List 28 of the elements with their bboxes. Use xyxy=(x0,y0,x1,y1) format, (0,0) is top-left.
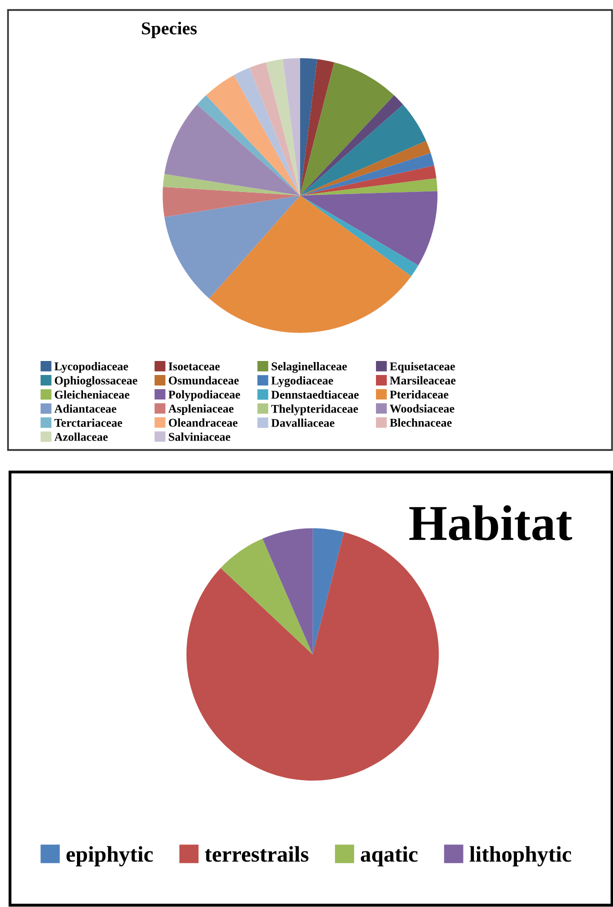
legend-label: Adiantaceae xyxy=(54,404,116,413)
legend-label: Salviniaceae xyxy=(168,432,230,441)
legend-label: Ophioglossaceae xyxy=(54,376,138,387)
legend-label: Marsileaceae xyxy=(390,376,456,384)
legend-label: Dennstaedtiaceae xyxy=(271,390,359,399)
legend-label: Gleicheniaceae xyxy=(54,390,130,399)
chart-title: Habitat xyxy=(409,505,572,540)
legend-label: Isoetaceae xyxy=(168,362,220,370)
legend-label: Osmundaceae xyxy=(168,376,239,384)
legend-label: Thelypteridaceae xyxy=(271,404,358,416)
legend-label: Aspleniaceae xyxy=(168,404,234,416)
legend-label: Lycopodiaceae xyxy=(54,362,128,373)
legend-label: Equisetaceae xyxy=(390,362,455,373)
legend-label: Selaginellaceae xyxy=(272,362,347,373)
legend-label: terrestrails xyxy=(204,846,308,862)
legend-label: Terctariaceae xyxy=(54,418,122,427)
legend-label: Pteridaceae xyxy=(390,390,448,399)
legend-label: lithophytic xyxy=(470,846,572,866)
legend-label: Blechnaceae xyxy=(390,418,452,427)
legend-label: Davalliaceae xyxy=(271,418,334,427)
legend-label: Lygodiaceae xyxy=(271,376,334,388)
legend-label: epiphytic xyxy=(66,846,153,866)
legend-label: Oleandraceae xyxy=(168,418,238,427)
legend-label: aqatic xyxy=(360,846,418,866)
chart-title: Species xyxy=(142,22,197,38)
legend-label: Polypodiaceae xyxy=(168,390,240,401)
legend-label: Azollaceae xyxy=(54,432,108,441)
legend-label: Woodsiaceae xyxy=(390,404,454,413)
